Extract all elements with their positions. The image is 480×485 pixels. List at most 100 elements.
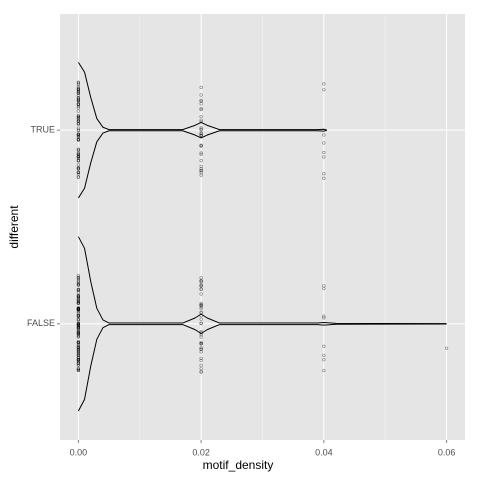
point (322, 314, 326, 318)
point (76, 87, 81, 92)
point (76, 152, 81, 157)
point (76, 307, 81, 312)
point (76, 96, 81, 100)
point (322, 141, 326, 145)
point (199, 171, 203, 175)
point (76, 309, 81, 314)
point (76, 329, 81, 333)
point (199, 144, 203, 148)
point (76, 90, 81, 94)
point (76, 86, 81, 90)
point (199, 307, 203, 311)
point (199, 131, 203, 135)
point (76, 288, 81, 292)
point (76, 275, 81, 280)
point (199, 301, 203, 306)
point (76, 301, 81, 305)
point (76, 84, 81, 89)
point (76, 297, 81, 301)
point (76, 115, 81, 120)
point (76, 116, 81, 120)
x-tick-label: 0.02 (192, 447, 210, 457)
point (76, 359, 81, 363)
point (76, 330, 81, 334)
point (199, 350, 203, 354)
point (76, 311, 81, 315)
point (76, 283, 81, 287)
violin-outline (77, 62, 328, 131)
point (76, 314, 81, 318)
point (76, 133, 81, 138)
y-tick-label: FALSE (27, 318, 55, 328)
x-tick-label: 0.00 (70, 447, 88, 457)
point (76, 345, 81, 349)
point (76, 98, 81, 102)
point (322, 172, 326, 176)
point (76, 166, 81, 170)
point (76, 351, 81, 355)
point (199, 303, 203, 307)
point (76, 153, 81, 157)
point (76, 327, 81, 331)
point (76, 307, 81, 312)
point (199, 134, 203, 138)
point (76, 121, 81, 126)
point (76, 165, 81, 170)
point (76, 82, 81, 86)
point (76, 355, 81, 359)
point (322, 353, 326, 357)
point (199, 168, 203, 173)
point (199, 287, 203, 291)
point (199, 144, 203, 148)
point (322, 82, 326, 86)
point (76, 91, 81, 95)
point (76, 301, 81, 305)
point (76, 94, 81, 98)
point (76, 293, 81, 298)
point (76, 368, 81, 372)
point (322, 176, 326, 180)
point (76, 322, 81, 326)
violin-outline (77, 129, 328, 199)
point (76, 137, 81, 142)
point (76, 290, 81, 295)
point (76, 323, 81, 327)
point (76, 281, 81, 286)
point (76, 294, 81, 298)
point (76, 109, 81, 113)
point (76, 363, 81, 367)
point (76, 357, 81, 361)
point (76, 366, 81, 370)
point (76, 331, 81, 335)
point (76, 332, 81, 336)
point (76, 345, 81, 350)
point (76, 325, 81, 330)
point (76, 128, 81, 132)
point (76, 276, 81, 280)
point (76, 172, 81, 176)
point (76, 102, 81, 106)
point (76, 163, 81, 167)
point (199, 118, 203, 122)
point (76, 289, 81, 293)
point (76, 358, 81, 362)
point (199, 143, 203, 147)
point (199, 133, 203, 137)
point (76, 154, 81, 159)
point (199, 133, 203, 137)
point (76, 87, 81, 92)
point (199, 127, 203, 131)
point (76, 350, 81, 354)
point (76, 332, 81, 336)
point (76, 317, 81, 321)
point (322, 150, 326, 155)
point (76, 103, 81, 107)
point (199, 107, 203, 111)
point (199, 292, 203, 296)
point (199, 102, 203, 106)
point (76, 306, 81, 310)
point (76, 352, 81, 356)
point (199, 347, 203, 351)
point (199, 169, 203, 173)
point (76, 335, 81, 339)
